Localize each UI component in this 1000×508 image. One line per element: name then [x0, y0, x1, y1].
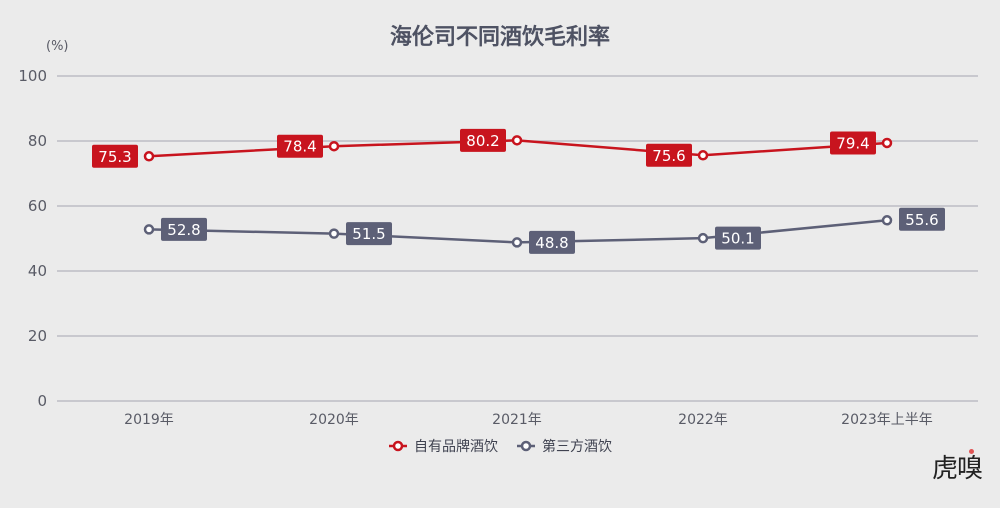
y-tick-label: 40 — [28, 262, 47, 280]
y-axis-ticks: 0 20 40 60 80 100 — [18, 67, 47, 410]
data-point-marker[interactable] — [328, 228, 340, 239]
y-tick-label: 0 — [37, 392, 47, 410]
series-1: 75.3 78.4 80.2 75.6 79.4 — [92, 128, 893, 168]
data-point-marker[interactable] — [328, 140, 340, 152]
data-point-marker[interactable] — [143, 151, 155, 162]
legend: 自有品牌酒饮 第三方酒饮 — [0, 436, 1000, 456]
y-axis-unit: (%) — [46, 39, 69, 54]
series-group: 75.3 78.4 80.2 75.6 79.4 52.8 51.5 48.8 50.1 55.6 — [92, 128, 945, 254]
y-tick-label: 80 — [28, 132, 47, 150]
legend-marker-icon — [517, 440, 535, 452]
data-label: 75.3 — [98, 148, 131, 166]
data-point-marker[interactable] — [697, 232, 709, 244]
data-label: 79.4 — [836, 134, 869, 152]
data-label-box — [460, 128, 506, 152]
x-tick-label: 2021年 — [492, 412, 542, 428]
x-tick-label: 2020年 — [309, 412, 359, 428]
chart-title: 海伦司不同酒饮毛利率 — [389, 25, 610, 50]
data-point-marker[interactable] — [511, 135, 523, 146]
legend-label: 自有品牌酒饮 — [414, 439, 498, 455]
y-tick-label: 60 — [28, 197, 47, 215]
data-label-box — [92, 144, 138, 168]
data-label-box — [346, 222, 392, 246]
legend-item-own-brand[interactable]: 自有品牌酒饮 — [388, 436, 498, 456]
y-tick-label: 100 — [18, 67, 47, 85]
data-point-marker[interactable] — [143, 224, 155, 235]
logo-dot-icon — [969, 449, 974, 454]
x-tick-label: 2022年 — [678, 412, 728, 428]
data-point-marker[interactable] — [511, 237, 523, 248]
series-2: 52.8 51.5 48.8 50.1 55.6 — [143, 207, 945, 254]
legend-item-third-party[interactable]: 第三方酒饮 — [516, 436, 612, 456]
legend-label: 第三方酒饮 — [542, 439, 612, 455]
line-chart: 0 20 40 60 80 100 2019年 2020年 2021年 2022年 2023年上半… — [18, 67, 978, 428]
x-tick-label: 2023年上半年 — [841, 412, 933, 428]
legend-marker-icon — [389, 440, 407, 452]
x-tick-label: 2019年 — [124, 412, 174, 428]
data-label-box — [715, 226, 761, 250]
data-label: 75.6 — [652, 147, 685, 165]
data-point-marker[interactable] — [881, 137, 893, 149]
data-label: 78.4 — [283, 138, 316, 156]
data-point-marker[interactable] — [697, 150, 709, 161]
data-label: 50.1 — [721, 230, 754, 248]
data-label: 80.2 — [466, 132, 499, 150]
data-label: 55.6 — [905, 211, 938, 229]
data-label: 48.8 — [535, 234, 568, 252]
data-point-marker[interactable] — [881, 215, 893, 226]
data-label: 51.5 — [352, 225, 385, 243]
huxiu-logo: 虎嗅 — [932, 454, 983, 484]
data-label-box — [529, 230, 575, 254]
y-tick-label: 20 — [28, 327, 47, 345]
data-label-box — [277, 134, 323, 158]
data-label-box — [830, 131, 876, 155]
data-label-box — [646, 143, 692, 167]
data-label: 52.8 — [167, 221, 200, 239]
x-axis-ticks: 2019年 2020年 2021年 2022年 2023年上半年 — [124, 412, 933, 428]
data-label-box — [899, 207, 945, 231]
data-label-box — [161, 217, 207, 241]
